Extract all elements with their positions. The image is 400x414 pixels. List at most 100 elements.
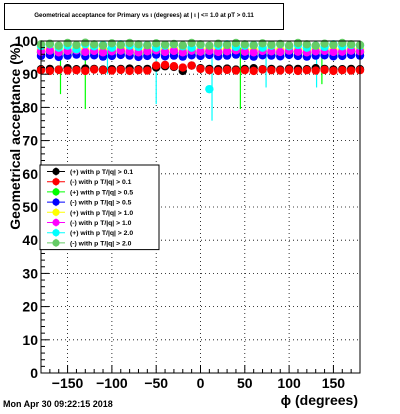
data-point bbox=[214, 66, 223, 76]
y-tick-label: 50 bbox=[22, 199, 38, 215]
data-point bbox=[187, 61, 196, 70]
data-point bbox=[107, 66, 117, 75]
legend-entry-label: (-) with p T/|q| > 0.5 bbox=[70, 200, 132, 207]
series-2 bbox=[36, 60, 365, 76]
legend-entry-label: (+) with p T/|q| > 2.0 bbox=[70, 230, 133, 237]
y-tick-label: 80 bbox=[22, 99, 38, 115]
y-tick-label: 40 bbox=[22, 232, 38, 248]
legend-entry-label: (-) with p T/|q| > 1.0 bbox=[70, 220, 132, 227]
data-point bbox=[338, 66, 347, 75]
data-point bbox=[63, 66, 72, 75]
data-point bbox=[151, 61, 161, 70]
legend-marker bbox=[52, 208, 60, 216]
data-point bbox=[134, 66, 143, 75]
data-point bbox=[63, 38, 72, 48]
data-point bbox=[249, 41, 258, 50]
x-tick-label: 100 bbox=[277, 375, 301, 391]
chart-title-box: Geometrical acceptance for Primary vs ι … bbox=[4, 3, 284, 30]
timestamp: Mon Apr 30 09:22:15 2018 bbox=[3, 399, 113, 409]
data-point bbox=[293, 47, 303, 56]
data-point bbox=[187, 38, 196, 48]
data-point bbox=[329, 66, 338, 76]
data-point bbox=[125, 38, 134, 48]
data-point bbox=[231, 38, 241, 48]
data-point bbox=[214, 39, 223, 48]
data-point bbox=[125, 47, 134, 56]
y-axis-label: Geometrical acceptance (%) bbox=[7, 43, 23, 230]
data-point bbox=[240, 66, 250, 75]
data-point bbox=[205, 66, 214, 75]
data-point bbox=[320, 65, 329, 75]
data-point bbox=[276, 66, 285, 75]
x-tick-label: −100 bbox=[96, 375, 128, 391]
data-point bbox=[196, 40, 205, 49]
data-point bbox=[81, 47, 90, 57]
data-point bbox=[169, 39, 179, 49]
data-point bbox=[311, 66, 320, 75]
data-point bbox=[276, 47, 285, 57]
data-point bbox=[205, 84, 214, 94]
legend-entry-label: (-) with p T/|q| > 0.1 bbox=[70, 179, 132, 186]
data-point bbox=[293, 66, 303, 76]
data-point bbox=[116, 40, 125, 50]
legend: (+) with p T/|q| > 0.1 (-) with p T/|q| >… bbox=[39, 164, 160, 251]
data-point bbox=[54, 65, 63, 75]
x-axis: −150 −100 −50 0 50 100 150 bbox=[40, 365, 361, 391]
data-point bbox=[222, 65, 232, 75]
x-axis-label: ϕ (degrees) bbox=[281, 392, 358, 408]
x-tick-label: 0 bbox=[197, 375, 205, 391]
data-point bbox=[125, 66, 134, 76]
y-tick-label: 90 bbox=[22, 66, 38, 82]
legend-marker bbox=[52, 239, 60, 247]
data-point bbox=[329, 40, 338, 50]
data-point bbox=[196, 64, 205, 74]
data-point bbox=[178, 63, 187, 72]
x-tick-label: 50 bbox=[237, 375, 253, 391]
data-point bbox=[54, 41, 63, 50]
data-point bbox=[89, 40, 99, 49]
data-point bbox=[302, 40, 312, 49]
data-point bbox=[240, 47, 250, 56]
data-point bbox=[81, 38, 90, 47]
data-point bbox=[98, 66, 108, 75]
legend-entry-label: (+) with p T/|q| > 0.5 bbox=[70, 189, 133, 196]
data-point bbox=[293, 38, 303, 48]
data-point bbox=[346, 40, 356, 49]
data-point bbox=[249, 48, 258, 57]
legend-entry-label: (-) with p T/|q| > 2.0 bbox=[70, 240, 132, 247]
legend-marker bbox=[52, 229, 60, 237]
data-point bbox=[72, 66, 81, 75]
data-point bbox=[134, 40, 143, 49]
data-point bbox=[320, 39, 329, 48]
x-tick-label: 150 bbox=[322, 375, 346, 391]
data-point bbox=[143, 41, 152, 50]
data-point bbox=[302, 66, 312, 75]
data-point bbox=[178, 41, 187, 50]
data-point bbox=[267, 40, 276, 49]
legend-entry-label: (+) with p T/|q| > 1.0 bbox=[70, 210, 133, 217]
data-point bbox=[45, 66, 55, 76]
data-point bbox=[258, 65, 267, 74]
data-point bbox=[329, 47, 338, 57]
data-point bbox=[107, 39, 117, 48]
data-point bbox=[249, 66, 258, 76]
data-point bbox=[160, 40, 170, 49]
data-point bbox=[160, 47, 170, 57]
data-point bbox=[284, 65, 294, 75]
data-point bbox=[346, 66, 356, 75]
data-point bbox=[116, 65, 125, 75]
data-point bbox=[205, 41, 214, 50]
y-tick-label: 70 bbox=[22, 133, 38, 149]
x-tick-label: −50 bbox=[144, 375, 168, 391]
grid bbox=[41, 40, 360, 374]
data-point bbox=[222, 47, 232, 56]
data-point bbox=[98, 48, 108, 57]
data-point bbox=[72, 40, 81, 50]
data-point bbox=[169, 62, 179, 71]
data-point bbox=[160, 60, 170, 70]
data-point bbox=[98, 41, 108, 50]
legend-marker bbox=[52, 167, 60, 176]
legend-marker bbox=[52, 178, 60, 186]
data-point bbox=[311, 41, 320, 50]
